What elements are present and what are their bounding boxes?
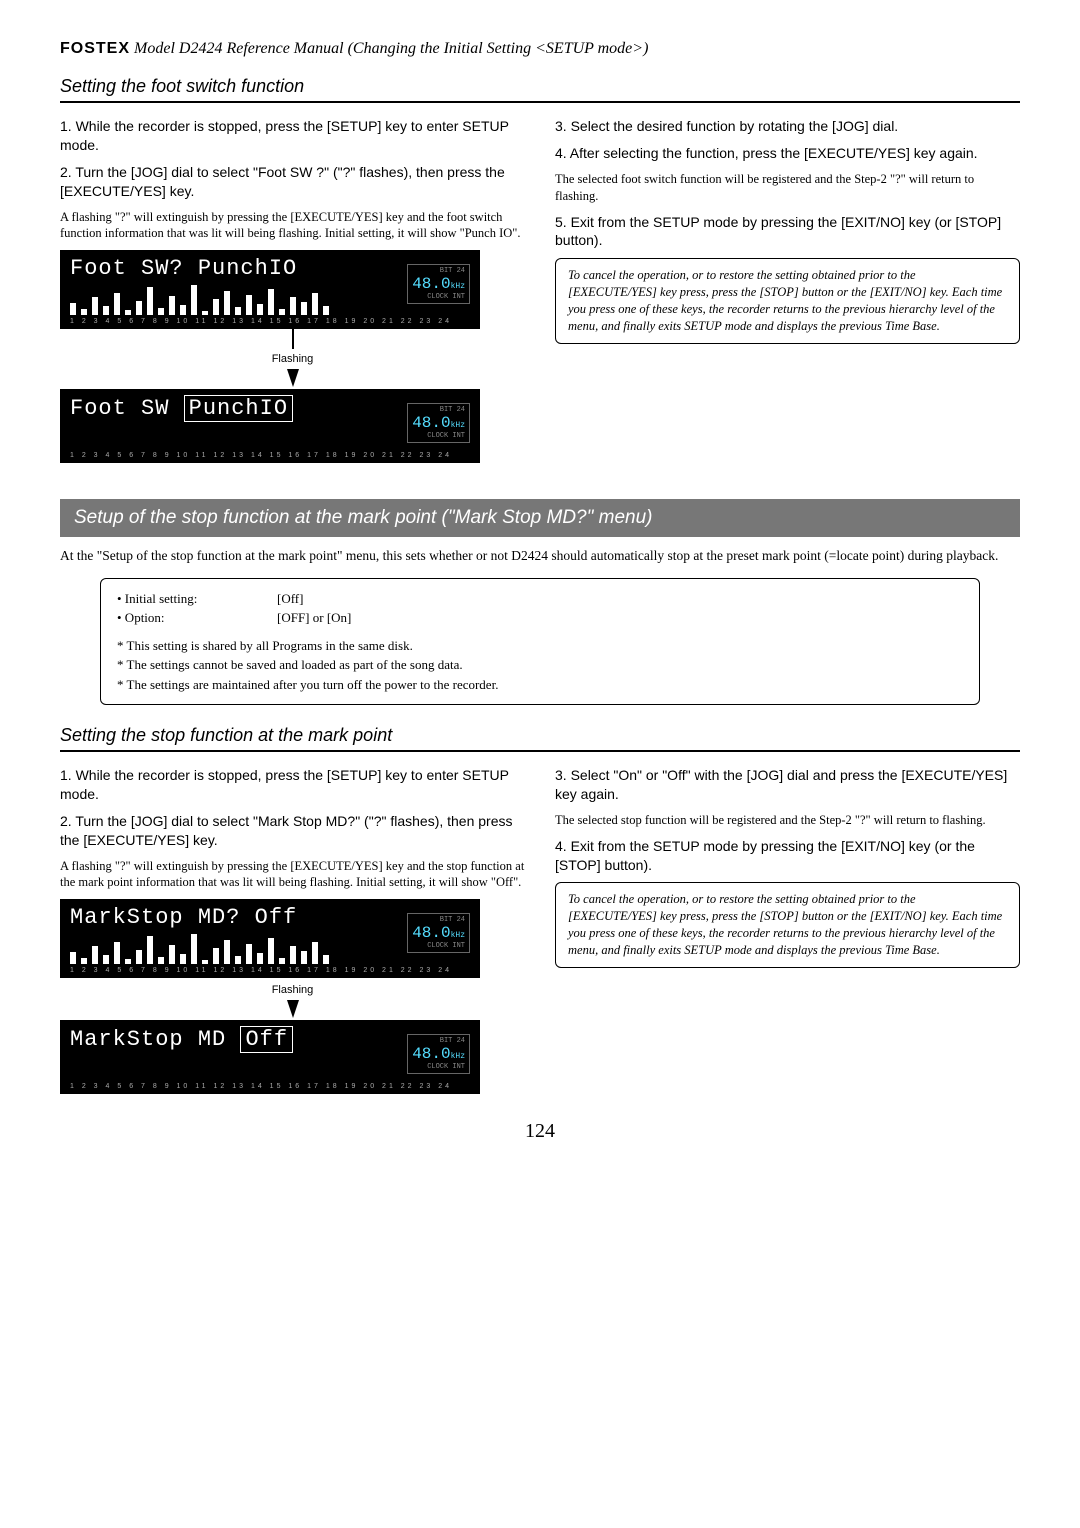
s2-step4: 4. Exit from the SETUP mode by pressing … <box>555 837 1020 875</box>
s1-step2: 2. Turn the [JOG] dial to select "Foot S… <box>60 163 525 201</box>
lcd4: MarkStop MD Off 1 2 3 4 5 6 7 8 9 10 11 … <box>60 1020 480 1094</box>
lcd-group-1: Foot SW? PunchIO 1 2 3 4 5 6 7 8 9 10 11… <box>60 250 525 463</box>
lcd4-digits: BIT 24 48.0kHz CLOCK INT <box>407 1034 470 1074</box>
section2-columns: 1. While the recorder is stopped, press … <box>60 766 1020 1108</box>
divider-2 <box>60 750 1020 752</box>
s1-step2-note: A flashing "?" will extinguish by pressi… <box>60 209 525 243</box>
s1-step4-note: The selected foot switch function will b… <box>555 171 1020 205</box>
brand: FOSTEX <box>60 40 130 57</box>
settings-n3: * The settings are maintained after you … <box>117 675 963 695</box>
s1-cancel-note: To cancel the operation, or to restore t… <box>555 258 1020 344</box>
lcd1-nums: 1 2 3 4 5 6 7 8 9 10 11 12 13 14 15 16 1… <box>70 318 470 325</box>
section2-right: 3. Select "On" or "Off" with the [JOG] d… <box>555 766 1020 1108</box>
section2-title: Setting the stop function at the mark po… <box>60 725 1020 746</box>
page-header: FOSTEX Model D2424 Reference Manual (Cha… <box>60 40 1020 58</box>
divider <box>60 101 1020 103</box>
flash-label-2: Flashing <box>60 984 525 996</box>
settings-n2: * The settings cannot be saved and loade… <box>117 655 963 675</box>
arrow-down-icon <box>287 369 299 387</box>
s2-step1: 1. While the recorder is stopped, press … <box>60 766 525 804</box>
option-k: • Option: <box>117 608 277 628</box>
lcd4-nums: 1 2 3 4 5 6 7 8 9 10 11 12 13 14 15 16 1… <box>70 1083 470 1090</box>
s1-step4: 4. After selecting the function, press t… <box>555 144 1020 163</box>
option-v: [OFF] or [On] <box>277 608 351 628</box>
lcd2: Foot SW PunchIO 1 2 3 4 5 6 7 8 9 10 11 … <box>60 389 480 463</box>
lcd3-digits: BIT 24 48.0kHz CLOCK INT <box>407 913 470 953</box>
initial-v: [Off] <box>277 589 303 609</box>
arrow-down-icon-2 <box>287 1000 299 1018</box>
lcd2-nums: 1 2 3 4 5 6 7 8 9 10 11 12 13 14 15 16 1… <box>70 452 470 459</box>
lcd3-nums: 1 2 3 4 5 6 7 8 9 10 11 12 13 14 15 16 1… <box>70 967 470 974</box>
page-number: 124 <box>60 1120 1020 1143</box>
settings-n1: * This setting is shared by all Programs… <box>117 636 963 656</box>
s2-cancel-note: To cancel the operation, or to restore t… <box>555 882 1020 968</box>
section1-right: 3. Select the desired function by rotati… <box>555 117 1020 477</box>
settings-box: • Initial setting:[Off] • Option:[OFF] o… <box>100 578 980 706</box>
section1-columns: 1. While the recorder is stopped, press … <box>60 117 1020 477</box>
s1-step5: 5. Exit from the SETUP mode by pressing … <box>555 213 1020 251</box>
lcd2-digits: BIT 24 48.0kHz CLOCK INT <box>407 403 470 443</box>
section2-left: 1. While the recorder is stopped, press … <box>60 766 525 1108</box>
s2-step3-note: The selected stop function will be regis… <box>555 812 1020 829</box>
s1-step3: 3. Select the desired function by rotati… <box>555 117 1020 136</box>
section1-title: Setting the foot switch function <box>60 76 1020 97</box>
lcd-group-2: MarkStop MD? Off 1 2 3 4 5 6 7 8 9 10 11… <box>60 899 525 1094</box>
lcd1-digits: BIT 24 48.0kHz CLOCK INT <box>407 264 470 304</box>
initial-k: • Initial setting: <box>117 589 277 609</box>
flash-label: Flashing <box>60 353 525 365</box>
lcd3: MarkStop MD? Off 1 2 3 4 5 6 7 8 9 10 11… <box>60 899 480 978</box>
s2-step2-note: A flashing "?" will extinguish by pressi… <box>60 858 525 892</box>
lcd1: Foot SW? PunchIO 1 2 3 4 5 6 7 8 9 10 11… <box>60 250 480 329</box>
s2-step2: 2. Turn the [JOG] dial to select "Mark S… <box>60 812 525 850</box>
section1-left: 1. While the recorder is stopped, press … <box>60 117 525 477</box>
banner-title: Setup of the stop function at the mark p… <box>60 499 1020 537</box>
arrow-shaft <box>292 329 294 349</box>
s1-step1: 1. While the recorder is stopped, press … <box>60 117 525 155</box>
header-rest: Model D2424 Reference Manual (Changing t… <box>130 40 648 57</box>
s2-step3: 3. Select "On" or "Off" with the [JOG] d… <box>555 766 1020 804</box>
intro-text: At the "Setup of the stop function at th… <box>60 547 1020 565</box>
